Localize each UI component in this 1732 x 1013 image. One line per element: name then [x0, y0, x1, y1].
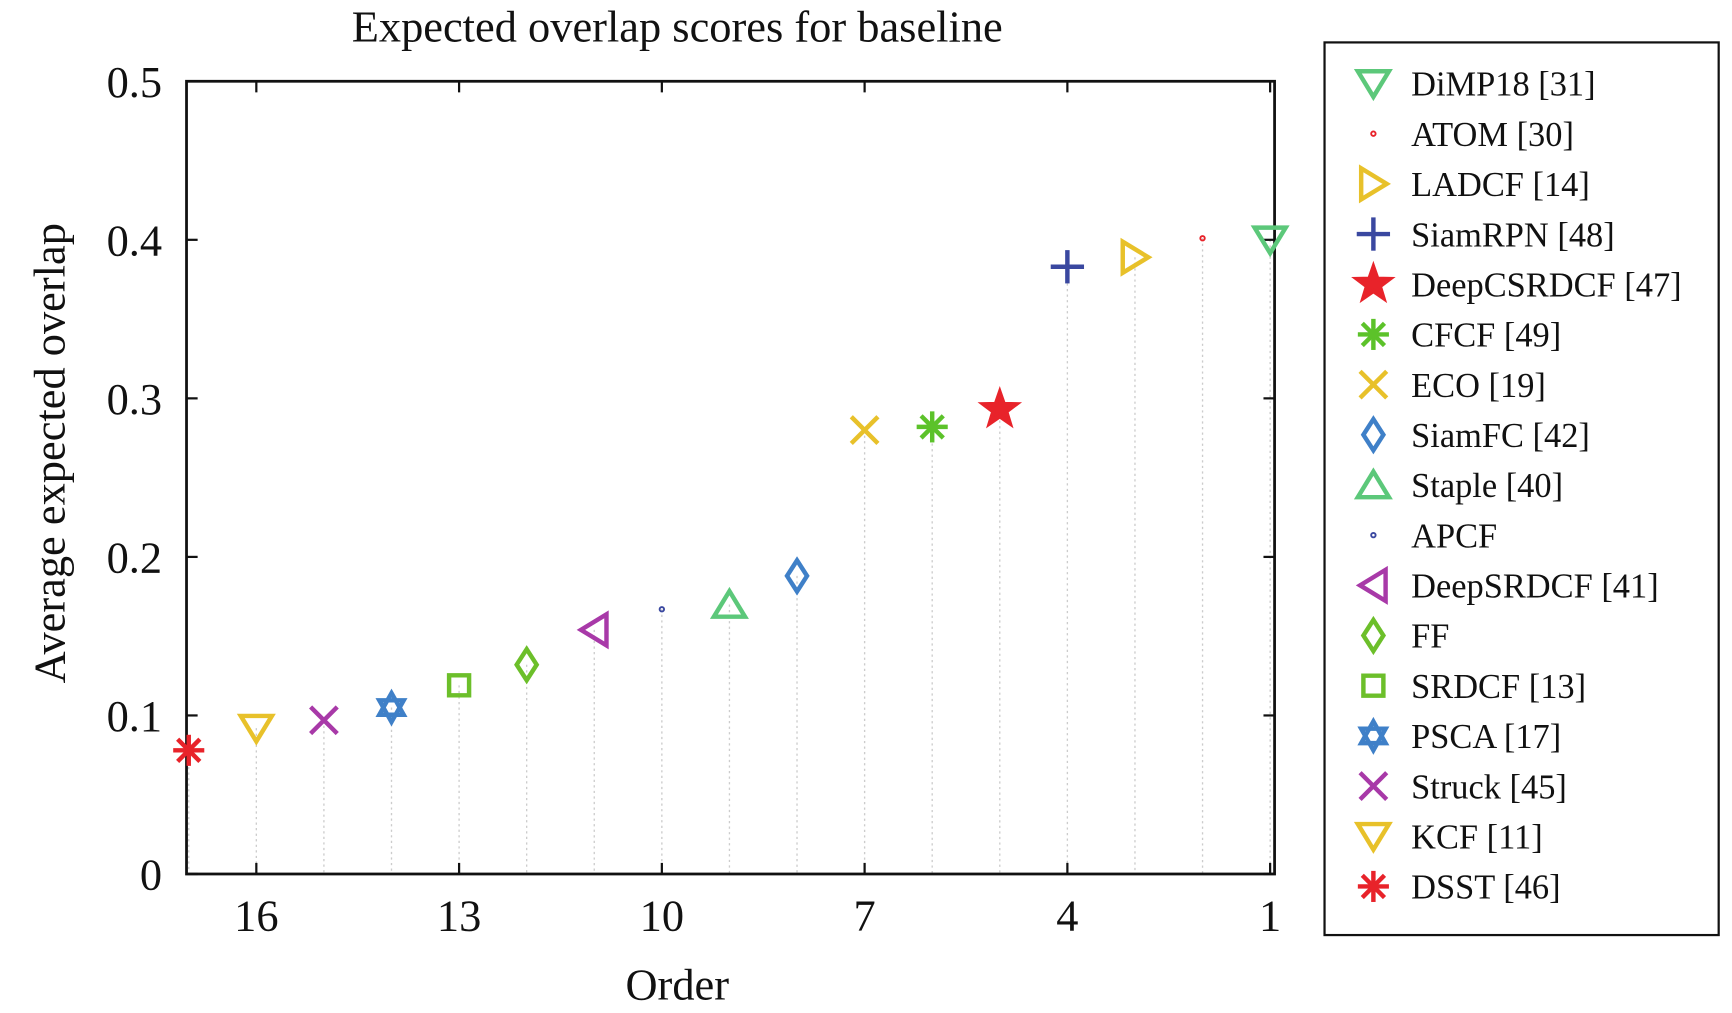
legend-label: FF — [1411, 618, 1449, 656]
legend-item: SiamFC [42] — [1360, 415, 1590, 455]
legend-label: ATOM [30] — [1411, 116, 1574, 154]
legend-label: DiMP18 [31] — [1411, 66, 1595, 104]
legend-item: APCF — [1370, 517, 1497, 555]
legend-marker-icon — [1353, 467, 1393, 500]
legend-label: CFCF [49] — [1411, 317, 1561, 355]
legend-item: LADCF [14] — [1358, 164, 1590, 204]
point-dimp18 — [1250, 225, 1290, 258]
legend-label: DSST [46] — [1411, 869, 1560, 907]
legend-item: Staple [40] — [1353, 467, 1563, 505]
legend-marker-icon — [1356, 217, 1391, 251]
y-tick-label: 0 — [140, 850, 162, 900]
legend-marker-icon — [1361, 673, 1386, 698]
point-eco — [849, 415, 880, 445]
x-tick-label: 16 — [234, 891, 278, 941]
y-axis-label: Average expected overlap — [24, 223, 74, 683]
point-dsst — [173, 734, 205, 766]
legend-item: DiMP18 [31] — [1353, 66, 1596, 104]
legend-item: ATOM [30] — [1370, 116, 1574, 154]
point-psca — [375, 688, 408, 727]
legend-marker-icon — [1357, 870, 1389, 902]
legend-item: DeepSRDCF [41] — [1355, 565, 1659, 606]
plot-frame — [185, 79, 1276, 876]
legend-item: CFCF [49] — [1357, 317, 1561, 355]
x-tick-label: 13 — [437, 891, 481, 941]
x-tick-label: 4 — [1056, 891, 1078, 941]
legend-marker-icon — [1357, 318, 1389, 350]
legend-marker-icon — [1370, 130, 1377, 137]
x-axis-label: Order — [625, 959, 729, 1009]
legend-label: DeepSRDCF [41] — [1411, 568, 1659, 606]
point-cfcf — [916, 411, 948, 443]
y-tick-label: 0.2 — [107, 532, 163, 582]
point-kcf — [236, 713, 276, 746]
legend-item: KCF [11] — [1353, 818, 1543, 856]
x-tick-label: 1 — [1259, 891, 1281, 941]
legend-item: FF — [1360, 615, 1449, 656]
y-tick-label: 0.1 — [107, 691, 163, 741]
legend-label: SiamFC [42] — [1411, 417, 1590, 455]
legend-marker-icon — [1353, 69, 1393, 102]
data-points — [173, 225, 1290, 766]
legend-item: SiamRPN [48] — [1356, 216, 1615, 254]
legend-box — [1323, 41, 1720, 937]
point-srdcf — [446, 673, 472, 698]
legend-label: LADCF [14] — [1411, 166, 1590, 204]
legend-marker-icon — [1358, 771, 1389, 801]
legend-item: SRDCF [13] — [1361, 668, 1586, 706]
point-siamfc — [784, 556, 810, 596]
point-deepsrdcf — [576, 610, 609, 650]
legend-marker-icon — [1353, 821, 1393, 854]
point-deepcsrdcf — [977, 386, 1023, 429]
legend: DiMP18 [31] ATOM [30] LADCF [14] SiamRPN [4… — [1351, 66, 1682, 907]
y-tick-label: 0.5 — [107, 57, 163, 107]
legend-label: DeepCSRDCF [47] — [1411, 266, 1681, 304]
x-tick-label: 7 — [854, 891, 876, 941]
legend-label: ECO [19] — [1411, 367, 1546, 405]
legend-marker-icon — [1358, 164, 1391, 204]
legend-label: KCF [11] — [1411, 818, 1543, 856]
axis-ticks: 0 0.1 0.2 0.3 0.4 0.5 16 13 10 7 4 1 — [107, 57, 1282, 941]
legend-marker-icon — [1360, 615, 1387, 656]
legend-label: Struck [45] — [1411, 768, 1567, 806]
legend-label: PSCA [17] — [1411, 718, 1561, 756]
point-siamrpn — [1050, 250, 1085, 284]
x-tick-label: 10 — [640, 891, 684, 941]
point-staple — [709, 586, 749, 619]
y-tick-label: 0.4 — [107, 215, 163, 265]
legend-marker-icon — [1355, 565, 1388, 605]
legend-marker-icon — [1370, 531, 1377, 539]
y-tick-label: 0.3 — [107, 374, 163, 424]
legend-marker-icon — [1358, 369, 1389, 400]
drop-lines — [188, 238, 1271, 874]
point-ff — [514, 645, 540, 685]
legend-item: ECO [19] — [1358, 367, 1546, 405]
point-struck — [309, 705, 339, 736]
legend-item: Struck [45] — [1358, 768, 1567, 806]
legend-label: SRDCF [13] — [1411, 668, 1586, 706]
legend-item: PSCA [17] — [1357, 716, 1561, 756]
legend-item: DeepCSRDCF [47] — [1351, 260, 1682, 304]
legend-marker-icon — [1360, 415, 1387, 455]
legend-label: Staple [40] — [1411, 467, 1563, 505]
point-apcf — [658, 606, 666, 613]
point-ladcf — [1120, 237, 1153, 277]
legend-marker-icon — [1357, 716, 1390, 755]
legend-label: APCF — [1411, 517, 1497, 555]
legend-item: DSST [46] — [1357, 869, 1561, 907]
legend-marker-icon — [1351, 260, 1396, 304]
legend-label: SiamRPN [48] — [1411, 216, 1615, 254]
point-atom — [1199, 235, 1206, 242]
chart-title: Expected overlap scores for baseline — [352, 1, 1003, 51]
